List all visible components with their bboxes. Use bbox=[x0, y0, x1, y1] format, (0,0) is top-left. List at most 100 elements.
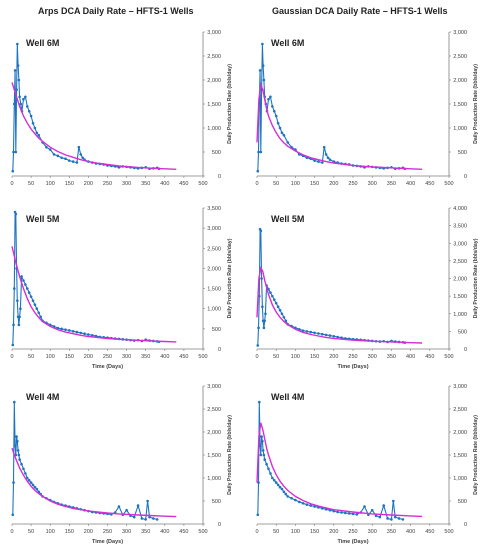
x-tick-label: 350 bbox=[387, 181, 396, 187]
data-point bbox=[336, 335, 339, 339]
y-tick-label: 1,500 bbox=[207, 287, 221, 293]
data-point bbox=[274, 301, 278, 305]
x-tick-label: 500 bbox=[198, 354, 207, 360]
fit-curve bbox=[256, 422, 423, 518]
data-point bbox=[17, 453, 21, 457]
y-tick-label: 3,000 bbox=[207, 384, 221, 390]
data-point bbox=[317, 332, 320, 335]
data-point bbox=[258, 444, 262, 448]
data-point bbox=[326, 156, 330, 160]
y-tick-label: 2,500 bbox=[453, 407, 467, 413]
data-point bbox=[271, 105, 274, 108]
data-point bbox=[14, 212, 18, 216]
left-column-title: Arps DCA Daily Rate – HFTS-1 Wells bbox=[38, 6, 194, 16]
data-point bbox=[71, 160, 75, 163]
data-point bbox=[313, 159, 316, 162]
data-point bbox=[324, 333, 328, 337]
x-tick-label: 250 bbox=[348, 354, 357, 360]
data-point bbox=[324, 153, 328, 156]
data-point bbox=[297, 500, 301, 504]
data-point bbox=[12, 323, 15, 327]
data-point bbox=[272, 109, 276, 113]
data-point bbox=[12, 287, 16, 290]
data-point bbox=[261, 42, 264, 46]
y-tick-label: 2,000 bbox=[453, 430, 467, 436]
data-point bbox=[64, 157, 67, 161]
data-point bbox=[33, 485, 37, 489]
data-point bbox=[27, 291, 31, 294]
y-tick-label: 3,000 bbox=[453, 384, 467, 390]
y-tick-label: 500 bbox=[212, 499, 221, 505]
data-point bbox=[382, 504, 386, 507]
x-tick-label: 400 bbox=[406, 354, 415, 360]
data-point bbox=[340, 511, 343, 514]
data-point bbox=[397, 517, 401, 520]
fit-curve bbox=[256, 82, 423, 170]
data-point bbox=[272, 479, 276, 482]
data-point bbox=[52, 153, 56, 156]
data-point bbox=[301, 502, 305, 505]
data-point bbox=[13, 444, 17, 448]
y-axis-label: Daily Production Rate (bbls/day) bbox=[473, 238, 479, 318]
data-point bbox=[271, 476, 274, 480]
x-tick-label: 200 bbox=[84, 354, 93, 360]
data-point bbox=[60, 327, 63, 331]
y-tick-label: 3,500 bbox=[453, 224, 467, 230]
data-point bbox=[263, 319, 266, 323]
data-point bbox=[18, 315, 21, 319]
data-point bbox=[284, 319, 288, 323]
data-point bbox=[336, 510, 339, 514]
y-axis-label: Daily Production Rate (bbls/day) bbox=[227, 64, 233, 144]
x-tick-label: 50 bbox=[28, 181, 34, 187]
data-point bbox=[29, 481, 33, 484]
x-tick-label: 0 bbox=[255, 529, 258, 535]
data-point bbox=[25, 105, 29, 108]
panel-title: Well 5M bbox=[26, 214, 59, 224]
fit-curve bbox=[11, 82, 177, 170]
panel-title: Well 6M bbox=[26, 38, 59, 48]
data-point bbox=[22, 467, 25, 471]
x-tick-label: 100 bbox=[291, 529, 300, 535]
data-point bbox=[33, 303, 37, 306]
y-tick-label: 500 bbox=[458, 150, 467, 156]
data-point bbox=[301, 329, 305, 332]
data-series-line bbox=[257, 228, 405, 346]
data-point bbox=[27, 109, 31, 113]
data-point bbox=[282, 490, 286, 494]
x-tick-label: 350 bbox=[387, 354, 396, 360]
data-point bbox=[374, 514, 378, 518]
data-point bbox=[12, 481, 15, 484]
data-point bbox=[267, 97, 270, 101]
data-point bbox=[262, 326, 266, 330]
data-point bbox=[25, 287, 29, 290]
data-point bbox=[320, 161, 324, 164]
data-point bbox=[90, 334, 94, 337]
x-tick-label: 400 bbox=[160, 354, 169, 360]
data-point bbox=[256, 344, 260, 347]
y-axis-label: Daily Production Rate (bbls/day) bbox=[227, 415, 233, 495]
y-tick-label: 2,500 bbox=[207, 246, 221, 252]
x-tick-label: 200 bbox=[329, 181, 338, 187]
data-point bbox=[332, 335, 336, 338]
data-point bbox=[263, 458, 266, 461]
x-tick-label: 150 bbox=[65, 181, 74, 187]
data-point bbox=[12, 102, 16, 106]
data-point bbox=[68, 329, 71, 332]
data-point bbox=[256, 513, 260, 517]
data-point bbox=[13, 69, 17, 72]
y-tick-label: 1,500 bbox=[207, 453, 221, 459]
data-point bbox=[272, 298, 276, 301]
data-point bbox=[29, 114, 33, 118]
x-tick-label: 100 bbox=[46, 354, 55, 360]
y-tick-label: 2,000 bbox=[207, 266, 221, 272]
x-axis-label: Time (Days) bbox=[92, 364, 123, 370]
data-point bbox=[305, 330, 309, 333]
y-tick-label: 1,000 bbox=[453, 312, 467, 318]
x-tick-label: 50 bbox=[28, 354, 34, 360]
panel-title: Well 5M bbox=[271, 214, 304, 224]
y-tick-label: 2,000 bbox=[453, 277, 467, 283]
x-tick-label: 200 bbox=[329, 354, 338, 360]
y-tick-label: 500 bbox=[458, 329, 467, 335]
right-column-title: Gaussian DCA Daily Rate – HFTS-1 Wells bbox=[272, 6, 448, 16]
x-tick-label: 100 bbox=[291, 181, 300, 187]
